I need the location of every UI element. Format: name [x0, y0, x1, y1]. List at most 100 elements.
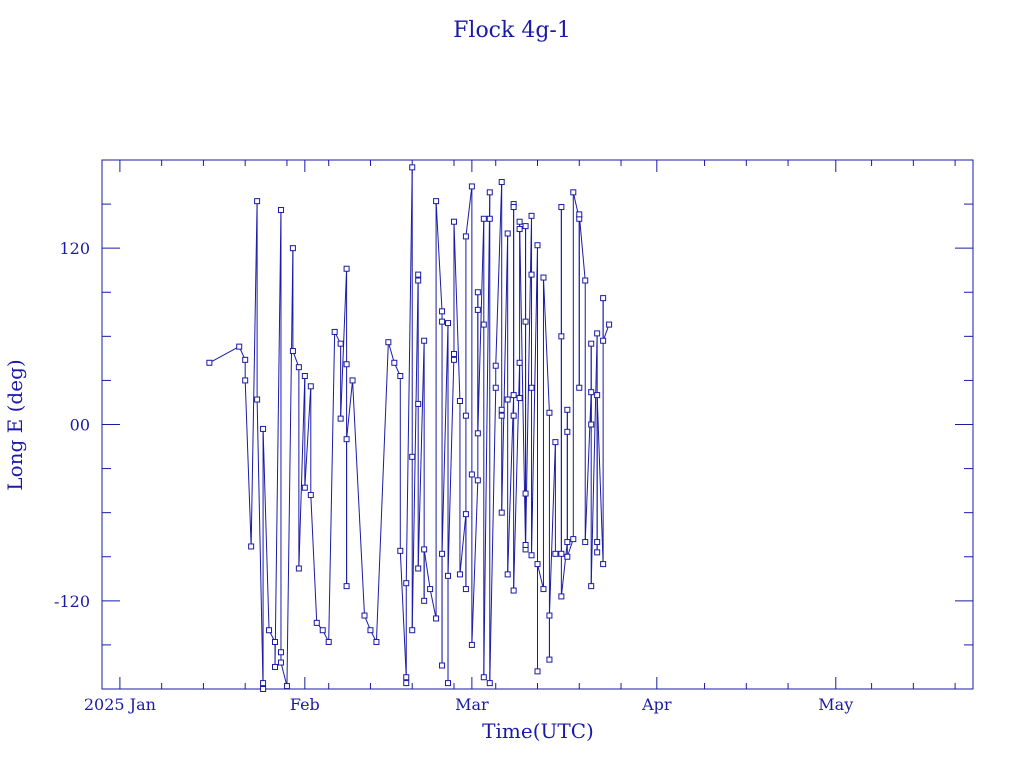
data-point [277, 206, 284, 213]
data-point [277, 649, 284, 656]
data-point [397, 547, 404, 554]
data-point [600, 337, 607, 344]
track-segment [352, 380, 365, 616]
data-point [498, 406, 505, 413]
y-tick-label: -120 [54, 592, 90, 611]
data-point [391, 359, 398, 366]
track-segment [501, 233, 509, 513]
data-point [588, 583, 595, 590]
data-point [594, 392, 601, 399]
data-point [510, 392, 517, 399]
x-tick-label: Mar [455, 695, 489, 714]
data-point [415, 277, 422, 284]
data-point [480, 674, 487, 681]
track-segment [346, 380, 354, 440]
data-point [516, 359, 523, 366]
data-point [504, 230, 511, 237]
track-segment [310, 495, 318, 623]
data-point [301, 373, 308, 380]
data-point [403, 680, 410, 687]
data-point [439, 308, 446, 315]
data-point [361, 612, 368, 619]
track-segment [548, 442, 556, 616]
data-point [272, 663, 279, 670]
data-point [456, 397, 463, 404]
data-point [337, 340, 344, 347]
data-point [421, 546, 428, 553]
data-point [522, 490, 529, 497]
data-point [409, 453, 416, 460]
data-point [439, 318, 446, 325]
data-point [582, 277, 589, 284]
data-point [421, 597, 428, 604]
track-segment [519, 221, 527, 550]
data-point [242, 377, 249, 384]
data-point [594, 330, 601, 337]
ground-track-lines [209, 167, 610, 690]
data-point [319, 627, 326, 634]
data-point [343, 436, 350, 443]
track-segment [590, 333, 598, 587]
data-point [516, 218, 523, 225]
data-point [403, 580, 410, 587]
data-point [468, 471, 475, 478]
x-axis-label: Time(UTC) [482, 719, 594, 743]
data-point [307, 492, 314, 499]
data-point [289, 348, 296, 355]
data-point [558, 204, 565, 211]
data-point [349, 377, 356, 384]
track-segment [244, 380, 252, 547]
data-point [468, 641, 475, 648]
data-point [534, 668, 541, 675]
data-point [409, 164, 416, 171]
track-segment [429, 588, 437, 619]
data-point [522, 541, 529, 548]
data-point [254, 198, 261, 205]
data-point [367, 627, 374, 634]
data-point [295, 364, 302, 371]
data-point [606, 321, 613, 328]
data-point [403, 674, 410, 681]
data-point [564, 553, 571, 560]
data-point [283, 683, 290, 690]
data-point [289, 245, 296, 252]
track-segment [298, 375, 306, 569]
data-point [528, 271, 535, 278]
data-point [588, 389, 595, 396]
data-point [570, 189, 577, 196]
data-point [248, 543, 255, 550]
x-tick-label: 2025 Jan [84, 695, 156, 714]
data-point [427, 586, 434, 593]
data-point [462, 233, 469, 240]
data-point [462, 511, 469, 518]
data-point [588, 421, 595, 428]
track-segment [471, 480, 479, 645]
data-point [510, 587, 517, 594]
data-point [564, 428, 571, 435]
data-point [236, 343, 243, 350]
chart-title: Flock 4g-1 [453, 18, 571, 43]
data-point [307, 383, 314, 390]
track-segment [596, 395, 604, 565]
data-point [301, 484, 308, 491]
data-point [439, 550, 446, 557]
track-segment [328, 331, 336, 642]
data-point [492, 384, 499, 391]
data-point [343, 265, 350, 272]
data-point [462, 412, 469, 419]
data-point [385, 339, 392, 346]
data-point [343, 361, 350, 368]
data-point [409, 627, 416, 634]
data-point [540, 274, 547, 281]
track-segment [578, 214, 586, 281]
data-point [421, 337, 428, 344]
track-segment [525, 215, 533, 546]
track-segment [459, 514, 467, 575]
data-point [450, 350, 457, 357]
track-segment [411, 274, 419, 631]
data-point [456, 571, 463, 578]
data-point [552, 439, 559, 446]
track-segment [375, 342, 389, 642]
data-point [582, 539, 589, 546]
track-segment [542, 277, 550, 413]
